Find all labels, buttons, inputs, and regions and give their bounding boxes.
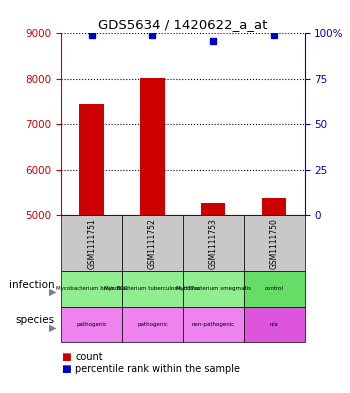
Bar bbox=[122, 215, 183, 271]
Text: count: count bbox=[75, 352, 103, 362]
Text: percentile rank within the sample: percentile rank within the sample bbox=[75, 364, 240, 374]
Text: ▶: ▶ bbox=[49, 323, 56, 332]
Text: pathogenic: pathogenic bbox=[76, 322, 107, 327]
Bar bbox=[183, 215, 244, 271]
Bar bbox=[262, 198, 286, 215]
Bar bbox=[61, 307, 122, 342]
Text: Mycobacterium tuberculosis H37ra: Mycobacterium tuberculosis H37ra bbox=[104, 286, 201, 291]
Text: GSM1111751: GSM1111751 bbox=[87, 218, 96, 268]
Bar bbox=[61, 271, 122, 307]
Bar bbox=[183, 271, 244, 307]
Text: pathogenic: pathogenic bbox=[137, 322, 168, 327]
Bar bbox=[183, 307, 244, 342]
Text: ▶: ▶ bbox=[49, 287, 56, 297]
Bar bbox=[122, 271, 183, 307]
Bar bbox=[201, 203, 225, 215]
Text: GSM1111753: GSM1111753 bbox=[209, 218, 218, 268]
Title: GDS5634 / 1420622_a_at: GDS5634 / 1420622_a_at bbox=[98, 18, 267, 31]
Text: ■: ■ bbox=[61, 352, 71, 362]
Text: ■: ■ bbox=[61, 364, 71, 374]
Text: Mycobacterium smegmatis: Mycobacterium smegmatis bbox=[176, 286, 251, 291]
Bar bbox=[244, 215, 304, 271]
Bar bbox=[244, 271, 304, 307]
Text: Mycobacterium bovis BCG: Mycobacterium bovis BCG bbox=[56, 286, 128, 291]
Bar bbox=[122, 307, 183, 342]
Text: infection: infection bbox=[9, 280, 54, 290]
Text: GSM1111750: GSM1111750 bbox=[270, 218, 279, 268]
Text: non-pathogenic: non-pathogenic bbox=[192, 322, 235, 327]
Bar bbox=[61, 215, 122, 271]
Bar bbox=[79, 104, 104, 215]
Text: n/a: n/a bbox=[270, 322, 279, 327]
Text: species: species bbox=[15, 316, 54, 325]
Text: control: control bbox=[265, 286, 284, 291]
Bar bbox=[244, 307, 304, 342]
Text: GSM1111752: GSM1111752 bbox=[148, 218, 157, 268]
Bar bbox=[140, 79, 164, 215]
